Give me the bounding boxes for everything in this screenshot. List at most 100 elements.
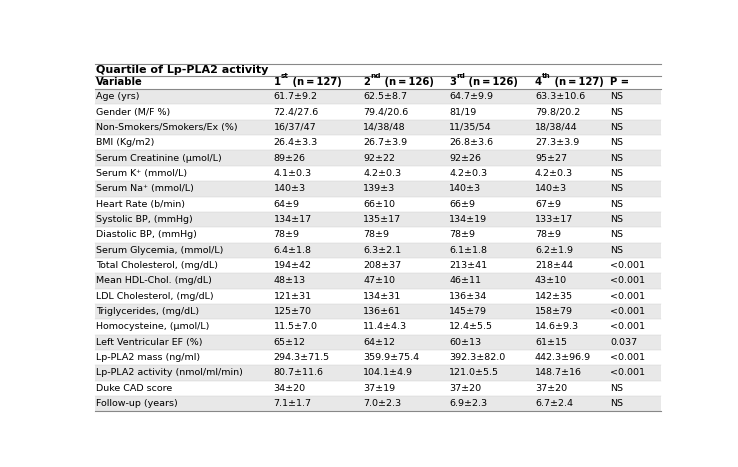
Text: Gender (M/F %): Gender (M/F %)	[96, 107, 170, 117]
Text: NS: NS	[610, 123, 624, 132]
Text: 104.1±4.9: 104.1±4.9	[363, 368, 413, 377]
Text: 61±15: 61±15	[535, 338, 567, 347]
Text: NS: NS	[610, 200, 624, 209]
Text: 6.9±2.3: 6.9±2.3	[449, 399, 487, 408]
Text: 133±17: 133±17	[535, 215, 573, 224]
Text: 4: 4	[535, 78, 542, 87]
Text: 37±20: 37±20	[449, 384, 481, 393]
Text: 6.3±2.1: 6.3±2.1	[363, 246, 401, 255]
Text: NS: NS	[610, 384, 624, 393]
Text: 121.0±5.5: 121.0±5.5	[449, 368, 499, 377]
Text: LDL Cholesterol, (mg/dL): LDL Cholesterol, (mg/dL)	[96, 292, 214, 301]
Text: 218±44: 218±44	[535, 261, 573, 270]
Bar	[95, 396, 661, 411]
Text: 7.1±1.7: 7.1±1.7	[274, 399, 311, 408]
Text: 63.3±10.6: 63.3±10.6	[535, 92, 585, 101]
Text: 92±26: 92±26	[449, 154, 481, 163]
Text: 61.7±9.2: 61.7±9.2	[274, 92, 317, 101]
Text: 134±17: 134±17	[274, 215, 311, 224]
Text: 46±11: 46±11	[449, 276, 481, 285]
Text: 140±3: 140±3	[449, 184, 481, 193]
Text: Lp-PLA2 activity (nmol/ml/min): Lp-PLA2 activity (nmol/ml/min)	[96, 368, 243, 377]
Text: 26.4±3.3: 26.4±3.3	[274, 138, 318, 147]
Text: NS: NS	[610, 107, 624, 117]
Text: 359.9±75.4: 359.9±75.4	[363, 353, 419, 362]
Text: 121±31: 121±31	[274, 292, 311, 301]
Text: Left Ventricular EF (%): Left Ventricular EF (%)	[96, 338, 203, 347]
Text: 6.7±2.4: 6.7±2.4	[535, 399, 573, 408]
Text: Serum Glycemia, (mmol/L): Serum Glycemia, (mmol/L)	[96, 246, 224, 255]
Bar	[95, 120, 661, 135]
Text: <0.001: <0.001	[610, 353, 646, 362]
Text: Serum Na⁺ (mmol/L): Serum Na⁺ (mmol/L)	[96, 184, 194, 193]
Text: 148.7±16: 148.7±16	[535, 368, 582, 377]
Text: 48±13: 48±13	[274, 276, 306, 285]
Text: <0.001: <0.001	[610, 276, 646, 285]
Text: 125±70: 125±70	[274, 307, 311, 316]
Bar	[95, 150, 661, 166]
Text: 26.7±3.9: 26.7±3.9	[363, 138, 407, 147]
Text: 65±12: 65±12	[274, 338, 306, 347]
Text: 140±3: 140±3	[535, 184, 567, 193]
Text: 136±34: 136±34	[449, 292, 487, 301]
Bar	[95, 242, 661, 258]
Text: 442.3±96.9: 442.3±96.9	[535, 353, 591, 362]
Text: NS: NS	[610, 230, 624, 240]
Text: 134±19: 134±19	[449, 215, 487, 224]
Bar	[95, 212, 661, 227]
Text: st: st	[280, 73, 289, 79]
Text: Total Cholesterol, (mg/dL): Total Cholesterol, (mg/dL)	[96, 261, 218, 270]
Text: 95±27: 95±27	[535, 154, 567, 163]
Text: 2: 2	[363, 78, 370, 87]
Text: (n = 126): (n = 126)	[465, 78, 518, 87]
Text: 208±37: 208±37	[363, 261, 401, 270]
Text: 213±41: 213±41	[449, 261, 487, 270]
Text: Lp-PLA2 mass (ng/ml): Lp-PLA2 mass (ng/ml)	[96, 353, 201, 362]
Text: Systolic BP, (mmHg): Systolic BP, (mmHg)	[96, 215, 193, 224]
Text: 1: 1	[274, 78, 280, 87]
Text: 4.2±0.3: 4.2±0.3	[449, 169, 487, 178]
Text: 47±10: 47±10	[363, 276, 396, 285]
Text: 66±10: 66±10	[363, 200, 396, 209]
Text: NS: NS	[610, 169, 624, 178]
Text: NS: NS	[610, 215, 624, 224]
Text: NS: NS	[610, 138, 624, 147]
Text: 11.4±4.3: 11.4±4.3	[363, 322, 407, 332]
Bar	[95, 273, 661, 289]
Text: 392.3±82.0: 392.3±82.0	[449, 353, 506, 362]
Bar	[95, 181, 661, 197]
Text: 78±9: 78±9	[449, 230, 475, 240]
Text: 67±9: 67±9	[535, 200, 561, 209]
Text: 194±42: 194±42	[274, 261, 311, 270]
Text: 11/35/54: 11/35/54	[449, 123, 492, 132]
Text: BMI (Kg/m2): BMI (Kg/m2)	[96, 138, 155, 147]
Text: 4.2±0.3: 4.2±0.3	[363, 169, 401, 178]
Text: 43±10: 43±10	[535, 276, 567, 285]
Text: 145±79: 145±79	[449, 307, 487, 316]
Text: Heart Rate (b/min): Heart Rate (b/min)	[96, 200, 185, 209]
Text: 72.4/27.6: 72.4/27.6	[274, 107, 319, 117]
Text: NS: NS	[610, 399, 624, 408]
Text: 80.7±11.6: 80.7±11.6	[274, 368, 323, 377]
Text: 4.1±0.3: 4.1±0.3	[274, 169, 311, 178]
Text: 4.2±0.3: 4.2±0.3	[535, 169, 573, 178]
Text: 294.3±71.5: 294.3±71.5	[274, 353, 330, 362]
Text: Follow-up (years): Follow-up (years)	[96, 399, 178, 408]
Text: 7.0±2.3: 7.0±2.3	[363, 399, 401, 408]
Text: 66±9: 66±9	[449, 200, 475, 209]
Text: 79.4/20.6: 79.4/20.6	[363, 107, 409, 117]
Text: 140±3: 140±3	[274, 184, 306, 193]
Bar	[95, 89, 661, 105]
Text: 6.1±1.8: 6.1±1.8	[449, 246, 487, 255]
Text: 89±26: 89±26	[274, 154, 306, 163]
Text: <0.001: <0.001	[610, 261, 646, 270]
Text: Serum Creatinine (µmol/L): Serum Creatinine (µmol/L)	[96, 154, 222, 163]
Text: Duke CAD score: Duke CAD score	[96, 384, 173, 393]
Text: Serum K⁺ (mmol/L): Serum K⁺ (mmol/L)	[96, 169, 187, 178]
Text: (n = 127): (n = 127)	[551, 78, 604, 87]
Text: 64±12: 64±12	[363, 338, 396, 347]
Text: 18/38/44: 18/38/44	[535, 123, 578, 132]
Text: 78±9: 78±9	[274, 230, 300, 240]
Text: Variable: Variable	[96, 78, 143, 87]
Text: th: th	[542, 73, 551, 79]
